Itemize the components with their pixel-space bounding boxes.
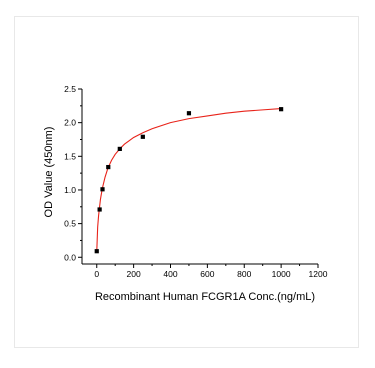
x-tick-label: 1000	[272, 269, 291, 279]
data-point	[140, 134, 145, 139]
fit-curve	[96, 107, 282, 252]
data-points	[94, 107, 284, 254]
x-tick-label: 1200	[309, 269, 328, 279]
x-tick-label: 600	[200, 269, 214, 279]
x-axis-title: Recombinant Human FCGR1A Conc.(ng/mL)	[95, 291, 315, 303]
y-axis-title: OD Value (450nm)	[43, 127, 55, 218]
data-point	[97, 207, 102, 212]
data-point	[106, 164, 111, 170]
y-tick-label: 1.0	[64, 185, 76, 195]
data-point	[100, 187, 105, 192]
x-tick-label: 800	[237, 269, 251, 279]
axes: 0 200 400 600 800 1000 1200 0.0 0.5 1.0 1.5 2.0 2.5	[64, 84, 328, 279]
chart-frame	[14, 16, 359, 348]
data-point	[186, 111, 192, 116]
x-tick-label: 200	[127, 269, 141, 279]
fit-curve-layer	[96, 107, 282, 252]
y-tick-label: 0.5	[64, 219, 76, 229]
data-point	[94, 249, 99, 254]
y-tick-label: 1.5	[64, 151, 76, 161]
y-tick-label: 0.0	[64, 252, 76, 262]
y-tick-label: 2.0	[64, 118, 76, 128]
y-tick-label: 2.5	[64, 84, 76, 94]
x-tick-label: 400	[163, 269, 177, 279]
x-tick-label: 0	[94, 269, 99, 279]
data-point	[279, 107, 284, 112]
data-point	[117, 146, 122, 151]
